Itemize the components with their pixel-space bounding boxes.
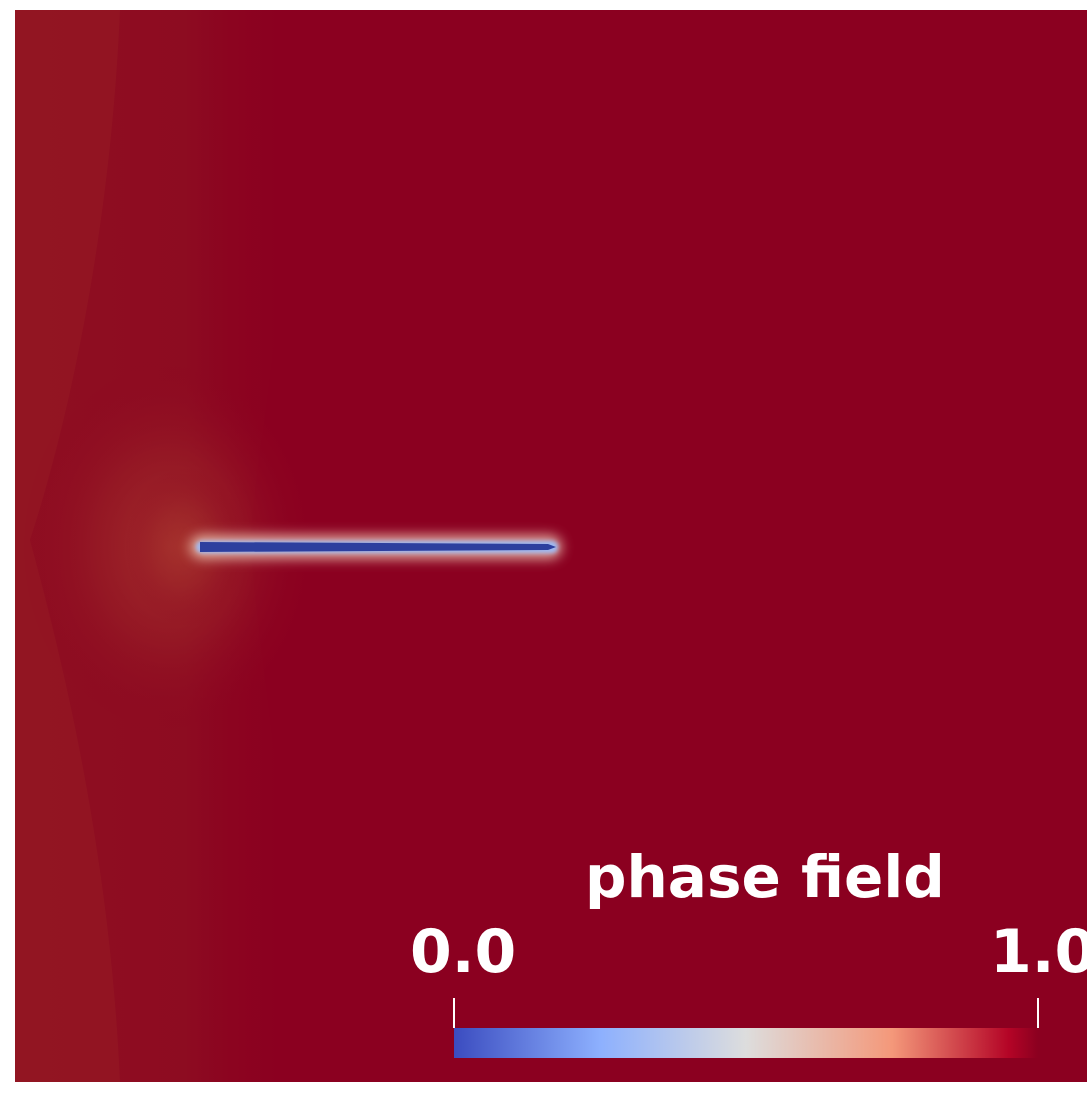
colorbar-title: phase field [585, 843, 945, 911]
stress-halo-core [125, 467, 245, 627]
colorbar-max-label: 1.0 [990, 917, 1092, 987]
colorbar-min-label: 0.0 [410, 917, 517, 987]
left-edge-band [15, 10, 120, 1082]
crack [200, 542, 556, 552]
colorbar [454, 1028, 1038, 1058]
